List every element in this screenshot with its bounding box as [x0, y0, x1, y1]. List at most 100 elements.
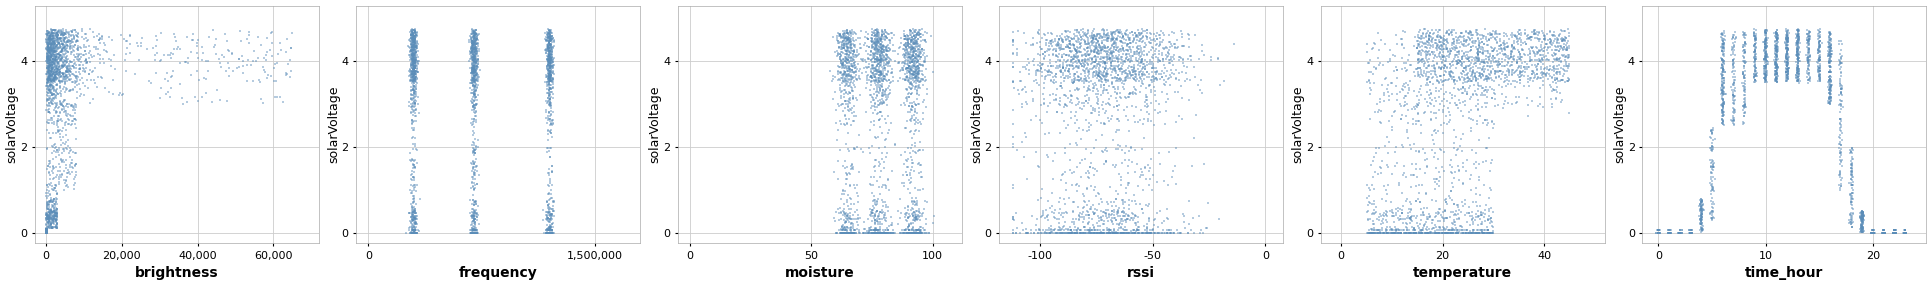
Point — [1047, 66, 1078, 71]
Point — [535, 214, 566, 218]
Point — [43, 87, 73, 92]
Point — [1718, 114, 1748, 119]
Point — [1868, 230, 1899, 235]
Point — [895, 230, 925, 235]
Point — [1785, 50, 1816, 54]
Point — [893, 173, 923, 177]
Point — [862, 62, 893, 67]
Point — [33, 94, 64, 99]
Point — [31, 230, 62, 235]
Point — [1399, 225, 1430, 230]
Point — [1698, 144, 1729, 149]
Point — [866, 84, 896, 89]
Point — [893, 109, 923, 114]
Point — [398, 230, 429, 235]
Point — [462, 182, 493, 186]
Point — [1835, 160, 1866, 165]
Point — [1086, 76, 1117, 81]
Point — [1051, 94, 1082, 99]
Point — [458, 63, 489, 67]
Point — [831, 58, 862, 63]
Point — [77, 69, 108, 73]
Point — [1109, 41, 1140, 45]
Point — [833, 230, 864, 235]
Point — [1412, 225, 1443, 229]
Point — [1410, 227, 1441, 231]
Point — [1718, 119, 1748, 123]
Point — [39, 142, 70, 147]
Point — [1070, 230, 1101, 235]
Point — [1063, 86, 1094, 90]
Point — [458, 218, 489, 222]
Point — [535, 33, 566, 37]
Point — [1092, 69, 1122, 73]
Point — [1105, 214, 1136, 219]
Point — [1084, 224, 1115, 229]
Point — [1378, 124, 1408, 129]
Point — [398, 67, 429, 72]
Point — [43, 67, 73, 71]
Point — [864, 58, 895, 63]
Point — [1049, 29, 1080, 33]
Point — [864, 230, 895, 235]
Point — [537, 58, 568, 63]
Point — [858, 228, 889, 233]
Point — [1095, 199, 1126, 204]
Point — [31, 230, 62, 235]
Point — [48, 47, 79, 51]
Point — [835, 197, 866, 202]
Point — [1066, 77, 1097, 82]
Point — [1144, 230, 1175, 235]
Point — [400, 230, 431, 235]
Point — [35, 60, 66, 65]
Point — [838, 146, 869, 151]
Point — [37, 210, 68, 215]
Point — [1435, 198, 1466, 202]
Point — [535, 78, 566, 82]
Point — [460, 230, 491, 235]
Point — [43, 33, 73, 37]
Point — [883, 59, 914, 64]
Point — [398, 216, 429, 220]
Point — [1053, 42, 1084, 47]
Point — [35, 32, 66, 37]
Point — [33, 210, 64, 214]
Point — [1772, 40, 1803, 45]
Point — [1718, 119, 1748, 123]
Point — [862, 93, 893, 97]
Point — [1847, 214, 1878, 219]
Point — [1051, 53, 1082, 57]
Point — [529, 47, 560, 52]
Point — [867, 47, 898, 52]
Point — [906, 230, 937, 235]
Point — [1696, 148, 1727, 153]
Point — [462, 98, 493, 102]
Point — [87, 75, 118, 80]
Point — [1416, 49, 1447, 54]
Point — [31, 120, 62, 124]
Point — [398, 54, 429, 58]
Point — [537, 90, 568, 95]
Point — [531, 32, 562, 36]
Point — [1126, 230, 1157, 235]
Point — [829, 73, 860, 78]
Point — [211, 99, 242, 103]
Point — [1835, 155, 1866, 160]
Point — [1783, 41, 1814, 46]
Point — [1549, 63, 1580, 68]
Point — [1803, 47, 1833, 51]
Point — [533, 61, 564, 66]
Point — [400, 50, 431, 55]
Point — [462, 37, 493, 41]
Point — [1358, 230, 1389, 235]
Point — [1136, 38, 1167, 43]
Point — [460, 37, 491, 41]
Point — [1090, 210, 1121, 215]
Point — [860, 41, 891, 46]
Point — [1370, 144, 1401, 149]
Point — [37, 92, 68, 97]
Point — [456, 99, 487, 103]
Point — [1095, 185, 1126, 190]
Point — [1426, 219, 1457, 223]
Point — [1354, 186, 1385, 190]
